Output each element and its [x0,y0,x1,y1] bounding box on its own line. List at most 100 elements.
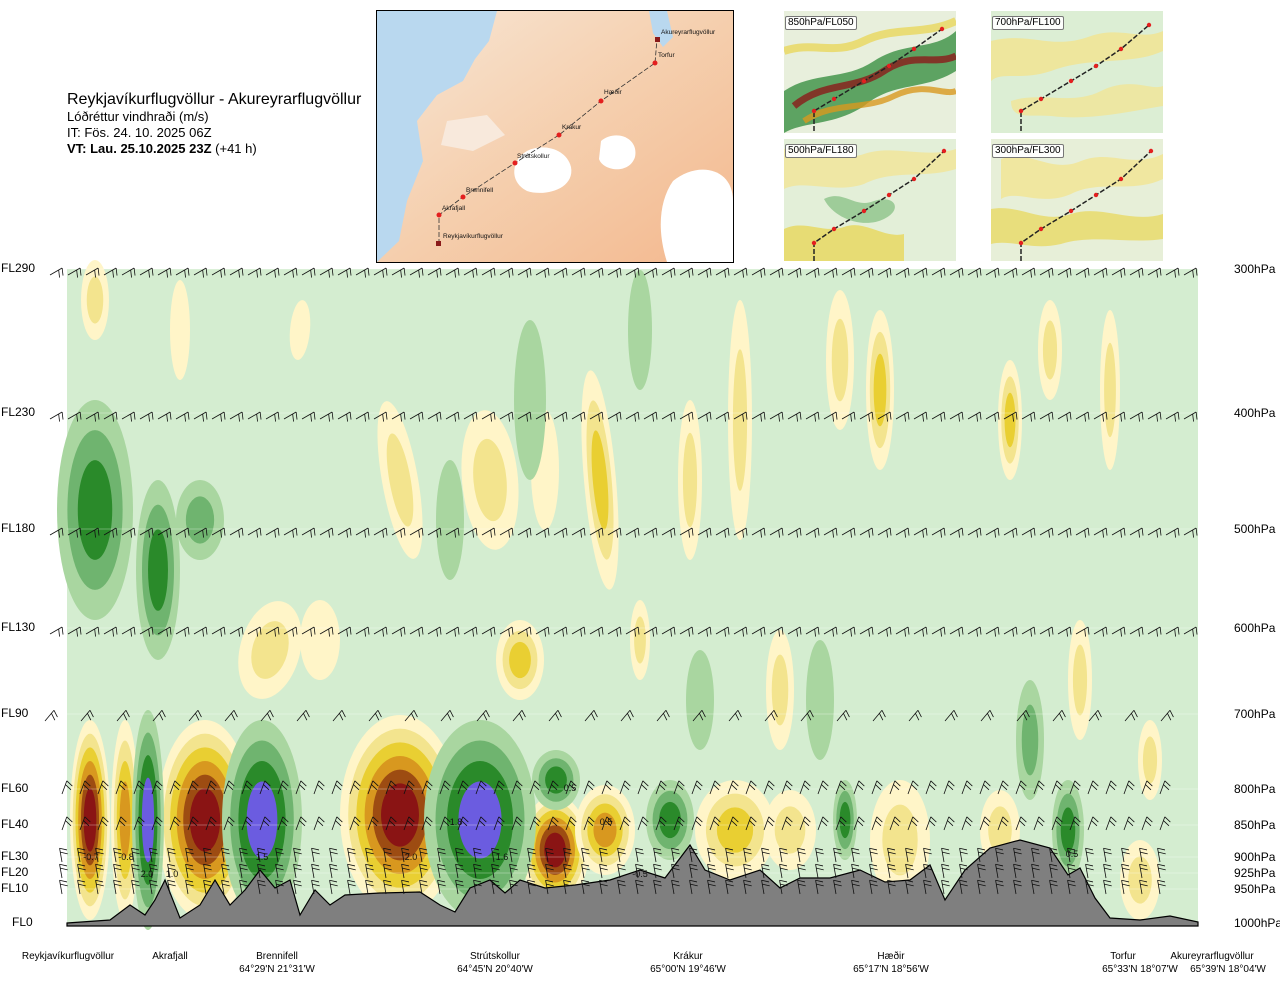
wind-barb [193,411,208,422]
wind-barb [607,626,622,637]
wind-barb [1052,710,1066,722]
wind-barb [625,527,640,538]
wind-barb [805,411,820,422]
wind-barb [1129,626,1144,637]
wind-barb [1069,816,1081,831]
inset-500hpa: 500hPa/FL180 [784,139,956,261]
fl-tick-fl20: FL20 [1,865,29,879]
inset-label-850: 850hPa/FL050 [785,16,857,30]
wind-barb [787,527,802,538]
wind-barb [481,527,496,538]
wind-barb [997,780,1009,795]
fl-tick-fl0: FL0 [12,915,33,929]
wind-barb [913,411,928,422]
wind-barb [841,411,856,422]
wind-barb [1111,527,1126,538]
wind-barb [761,879,770,895]
map-label-reykjavik: Reykjavíkurflugvöllur [443,233,504,240]
wind-barb [1103,847,1112,863]
waypoint-coord: 65°39'N 18°04'W [1190,964,1266,975]
wind-barb [787,411,802,422]
wind-barb [923,863,932,879]
wind-barb [311,863,320,879]
wind-barb [149,863,158,879]
wind-barb [931,527,946,538]
wind-barb [799,780,811,795]
contour-label: 0.5 [564,783,577,793]
wind-barb [229,267,244,278]
wind-barb [1057,626,1072,637]
wind-barb [553,626,568,637]
wind-barb [139,527,154,538]
wind-barb [949,626,964,637]
inset-label-300: 300hPa/FL300 [992,144,1064,158]
velocity-contour [806,640,834,760]
wind-barb [859,626,874,637]
wind-barb [259,780,271,795]
wind-barb [311,879,320,895]
wind-barb [781,780,793,795]
wind-barb [383,879,392,895]
wind-barb [455,879,464,895]
pressure-tick-700hpa: 700hPa [1234,707,1276,721]
wind-barb [979,780,991,795]
inset-label-700: 700hPa/FL100 [992,16,1064,30]
wind-barb [661,267,676,278]
wind-barb [331,816,343,831]
wind-barb [185,879,194,895]
wind-barb [529,816,541,831]
wind-barb [949,267,964,278]
wind-barb [337,527,352,538]
map-label-torfur: Torfur [658,52,675,59]
wind-barb [553,267,568,278]
wind-barb [851,879,860,895]
wind-barb [1088,710,1102,722]
wind-barb [293,847,302,863]
wind-barb [131,847,140,863]
wind-barb [743,863,752,879]
wind-barb [805,267,820,278]
wind-barb [907,780,919,795]
wind-barb [319,527,334,538]
wind-barb [409,411,424,422]
wind-barb [709,816,721,831]
wind-barb [625,626,640,637]
wind-barb [259,816,271,831]
wind-barb [535,411,550,422]
wind-barb [853,780,865,795]
wind-barb [419,879,428,895]
wind-barb [203,879,212,895]
wind-barb [61,780,73,795]
wind-barb [283,626,298,637]
wind-barb [391,626,406,637]
wind-barb [535,527,550,538]
wind-barb [913,626,928,637]
wind-barb [1087,780,1099,795]
wind-barb [985,411,1000,422]
wind-barb [355,626,370,637]
wind-barb [733,267,748,278]
wind-barb [679,411,694,422]
wind-barb [913,527,928,538]
wind-barb [823,527,838,538]
wind-barb [517,267,532,278]
wind-barb [1015,780,1027,795]
wind-barb [175,267,190,278]
contour-labels: -0.7 -0.8 2.0 1.0 1.5 2.0 1.8 1.6 0.5 0.5 -0.5 0.5 [83,783,1078,879]
contour-label: 2.0 [141,869,154,879]
wind-barb [679,267,694,278]
velocity-contour [593,812,617,848]
wind-barb [691,780,703,795]
wind-barb [1003,411,1018,422]
wind-barb [113,879,122,895]
wind-barb [547,816,559,831]
wind-barb [545,863,554,879]
wind-barb [979,816,991,831]
wind-barb [563,847,572,863]
wind-barb [265,411,280,422]
wind-barb [427,267,442,278]
wind-barb [661,411,676,422]
wind-barb [859,267,874,278]
wind-barb [563,879,572,895]
wind-barb [44,710,58,722]
